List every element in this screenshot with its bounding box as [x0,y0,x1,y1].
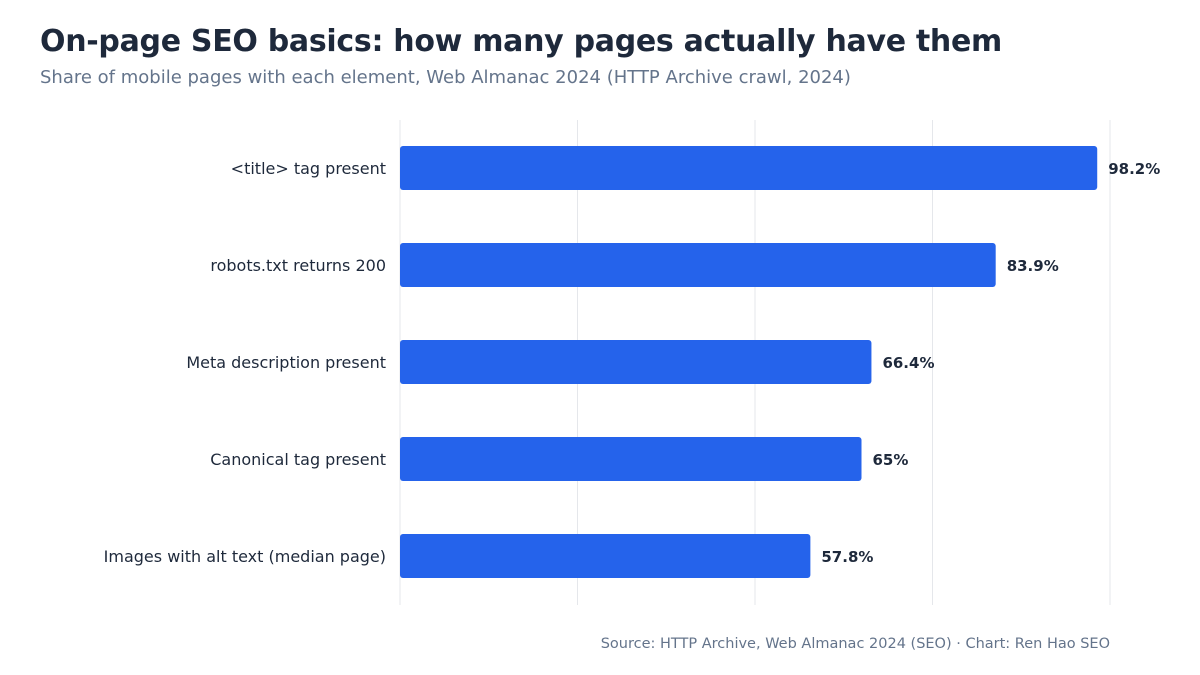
category-label: robots.txt returns 200 [210,256,386,275]
chart-title: On-page SEO basics: how many pages actua… [40,24,1003,59]
value-label: 98.2% [1108,160,1160,178]
value-label: 83.9% [1007,257,1059,275]
category-label: Meta description present [186,353,386,372]
bar [400,437,862,481]
bar [400,340,872,384]
category-label: <title> tag present [231,159,386,178]
bar [400,534,811,578]
bar [400,243,996,287]
category-label: Canonical tag present [210,450,386,469]
bar [400,146,1098,190]
value-label: 66.4% [882,354,934,372]
value-label: 57.8% [821,548,873,566]
value-label: 65% [873,451,909,469]
chart-subtitle: Share of mobile pages with each element,… [40,67,851,88]
category-label: Images with alt text (median page) [104,547,386,566]
source-note: Source: HTTP Archive, Web Almanac 2024 (… [600,636,1110,652]
